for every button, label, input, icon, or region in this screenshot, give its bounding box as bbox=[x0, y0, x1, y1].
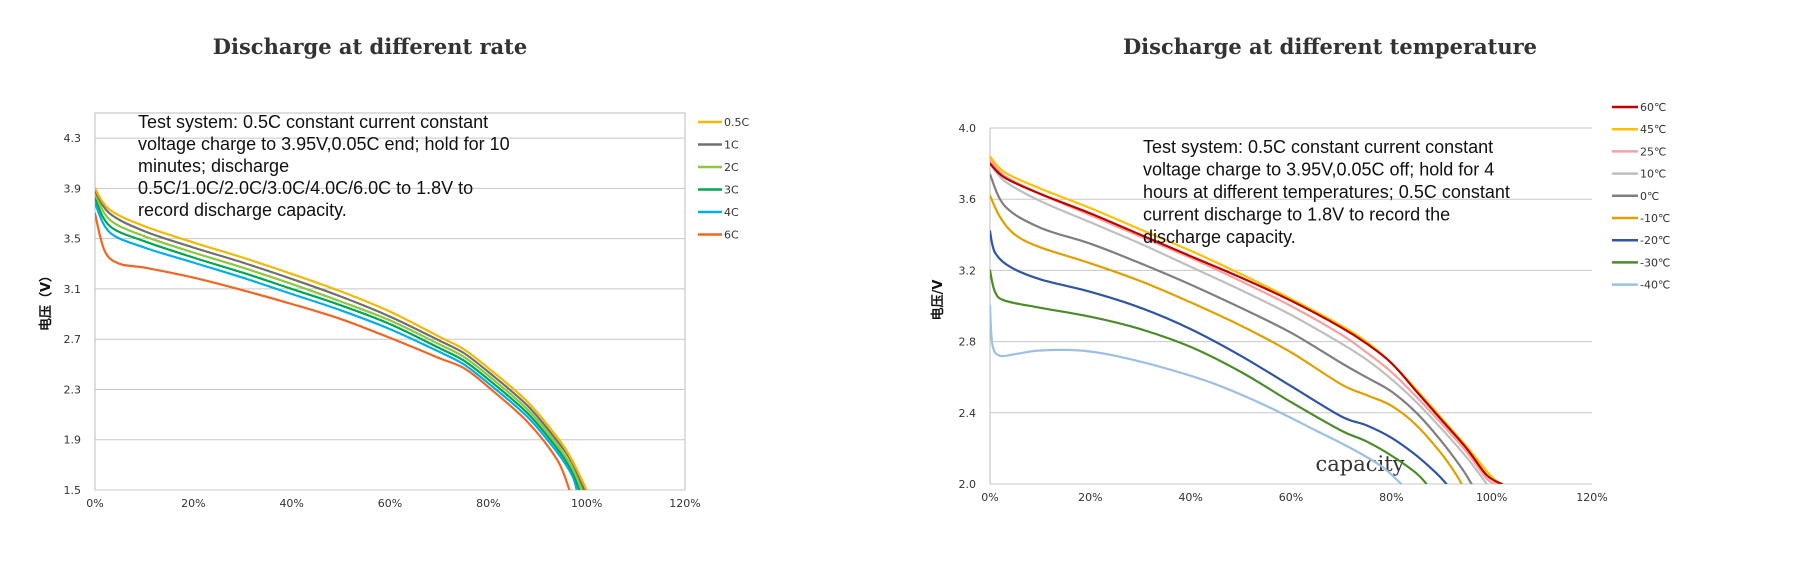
right-annotation-line: current discharge to 1.8V to record the bbox=[1143, 205, 1450, 225]
right-series-line-60℃ bbox=[990, 162, 1503, 484]
right-series-line--40℃ bbox=[990, 304, 1403, 484]
left-annotation-line: 0.5C/1.0C/2.0C/3.0C/4.0C/6.0C to 1.8V to bbox=[138, 178, 473, 198]
right-annotation-line: voltage charge to 3.95V,0.05C off; hold … bbox=[1143, 160, 1494, 180]
left-y-tick-label: 1.5 bbox=[64, 484, 82, 497]
right-annotation-line: Test system: 0.5C constant current const… bbox=[1143, 137, 1493, 157]
right-x-tick-label: 0% bbox=[981, 491, 998, 504]
left-series-line-3C bbox=[95, 197, 581, 490]
right-y-tick-label: 3.6 bbox=[959, 193, 977, 206]
right-series-group bbox=[990, 155, 1503, 484]
right-x-tick-label: 120% bbox=[1576, 491, 1607, 504]
left-series-line-2C bbox=[95, 192, 583, 490]
left-annotation-line: voltage charge to 3.95V,0.05C end; hold … bbox=[138, 134, 510, 154]
left-x-tick-label: 60% bbox=[378, 497, 402, 510]
right-x-tick-label: 40% bbox=[1178, 491, 1202, 504]
right-annotation-line: discharge capacity. bbox=[1143, 227, 1296, 247]
left-x-tick-label: 40% bbox=[279, 497, 303, 510]
left-x-tick-label: 100% bbox=[571, 497, 602, 510]
right-legend-label: 45℃ bbox=[1640, 123, 1666, 136]
right-y-tick-label: 4.0 bbox=[959, 122, 977, 135]
left-y-tick-label: 2.3 bbox=[64, 383, 82, 396]
left-y-tick-label: 1.9 bbox=[64, 434, 82, 447]
right-x-tick-label: 80% bbox=[1379, 491, 1403, 504]
left-series-line-6C bbox=[95, 212, 571, 490]
left-x-tick-label: 120% bbox=[669, 497, 700, 510]
right-chart-title: Discharge at different temperature bbox=[1122, 34, 1538, 59]
right-series-line--20℃ bbox=[990, 230, 1448, 484]
right-legend-label: -30℃ bbox=[1640, 256, 1670, 269]
left-legend-label: 2C bbox=[724, 161, 739, 174]
left-chart-title: Discharge at different rate bbox=[212, 34, 528, 59]
left-x-tick-label: 80% bbox=[476, 497, 500, 510]
right-legend-label: 10℃ bbox=[1640, 168, 1666, 181]
left-legend-label: 1C bbox=[724, 139, 739, 152]
right-legend-label: 25℃ bbox=[1640, 145, 1666, 158]
left-legend-label: 4C bbox=[724, 206, 739, 219]
left-legend-label: 3C bbox=[724, 184, 739, 197]
right-annotation-line: hours at different temperatures; 0.5C co… bbox=[1143, 182, 1510, 202]
right-y-tick-label: 2.4 bbox=[959, 407, 977, 420]
left-y-tick-label: 2.7 bbox=[64, 333, 82, 346]
right-legend-label: -20℃ bbox=[1640, 234, 1670, 247]
right-legend-label: 60℃ bbox=[1640, 101, 1666, 114]
left-legend-label: 0.5C bbox=[724, 116, 749, 129]
left-series-line-0.5C bbox=[95, 187, 588, 490]
left-annotation-line: minutes; discharge bbox=[138, 156, 289, 176]
right-series-line--10℃ bbox=[990, 194, 1463, 484]
left-y-tick-label: 4.3 bbox=[64, 132, 82, 145]
right-y-tick-label: 2.8 bbox=[959, 336, 977, 349]
left-series-line-1C bbox=[95, 189, 586, 490]
right-x-tick-label: 60% bbox=[1279, 491, 1303, 504]
right-legend-label: -10℃ bbox=[1640, 212, 1670, 225]
left-y-tick-label: 3.9 bbox=[64, 182, 82, 195]
right-x-tick-label: 100% bbox=[1476, 491, 1507, 504]
left-legend-label: 6C bbox=[724, 229, 739, 242]
right-y-tick-label: 2.0 bbox=[959, 478, 977, 491]
right-series-line--30℃ bbox=[990, 269, 1428, 484]
left-series-group bbox=[95, 187, 588, 490]
left-y-tick-label: 3.5 bbox=[64, 233, 82, 246]
left-chart: 1.5 1.9 2.3 2.7 3.1 3.5 3.9 4.3 0% 20% 40% 60% 80% 10… bbox=[38, 112, 749, 510]
right-x-tick-label: 20% bbox=[1078, 491, 1102, 504]
right-y-tick-label: 3.2 bbox=[959, 264, 977, 277]
left-x-tick-label: 20% bbox=[181, 497, 205, 510]
right-series-line-0℃ bbox=[990, 173, 1473, 484]
left-annotation-line: Test system: 0.5C constant current const… bbox=[138, 112, 488, 132]
left-x-tick-label: 0% bbox=[86, 497, 103, 510]
left-annotation-line: record discharge capacity. bbox=[138, 200, 347, 220]
right-chart: 2.0 2.4 2.8 3.2 3.6 4.0 0% 20% 40% 60% 80% 100% 120%… bbox=[930, 101, 1670, 504]
right-legend-label: -40℃ bbox=[1640, 279, 1670, 292]
left-y-tick-label: 3.1 bbox=[64, 283, 82, 296]
right-series-line-45℃ bbox=[990, 155, 1503, 484]
left-plot-frame bbox=[94, 112, 686, 491]
left-series-line-4C bbox=[95, 202, 578, 490]
right-series-line-10℃ bbox=[990, 162, 1488, 484]
right-legend-label: 0℃ bbox=[1640, 190, 1659, 203]
right-y-axis-label: 电压/V bbox=[930, 280, 946, 321]
left-y-axis-label: 电压（V） bbox=[38, 269, 54, 331]
